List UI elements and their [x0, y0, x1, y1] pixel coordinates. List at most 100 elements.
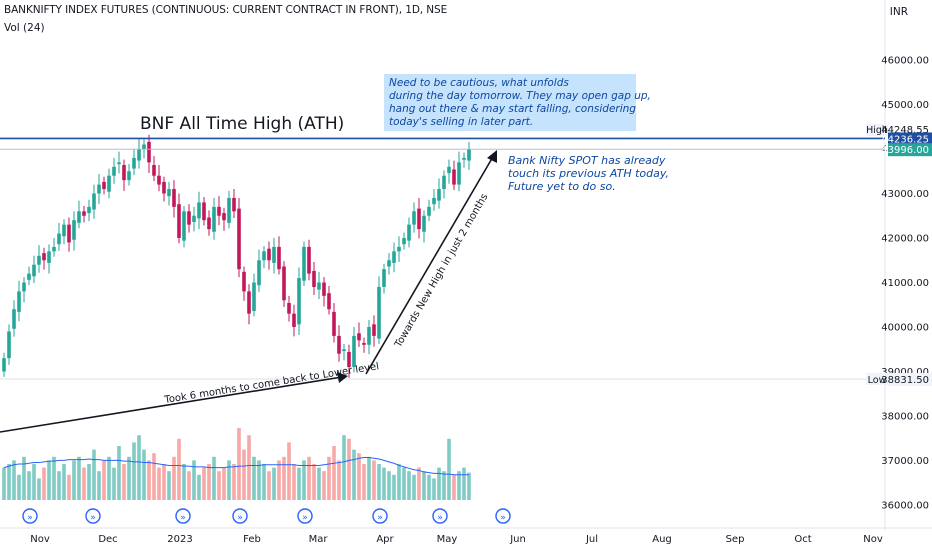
- event-marker-icon: [297, 508, 313, 524]
- ath-price-value: 44236.25: [881, 134, 929, 145]
- candle-body: [172, 189, 176, 207]
- volume-bar: [322, 471, 326, 500]
- volume-bar: [272, 467, 276, 500]
- volume-bar: [42, 467, 46, 500]
- volume-bar: [112, 467, 116, 500]
- price-tick-label: 36000.00: [881, 501, 929, 512]
- volume-bar: [82, 467, 86, 500]
- time-tick-label: Nov: [30, 534, 50, 545]
- candle-body: [367, 327, 371, 345]
- volume-bar: [197, 474, 201, 500]
- candle-body: [362, 343, 366, 345]
- high-label: High: [866, 125, 888, 136]
- candle-body: [457, 162, 461, 185]
- candle-body: [57, 233, 61, 245]
- volume-bar: [32, 464, 36, 500]
- volume-bar: [162, 464, 166, 500]
- candle-body: [182, 211, 186, 241]
- candle-body: [247, 291, 251, 314]
- volume-bar: [102, 460, 106, 500]
- volume-bar: [277, 460, 281, 500]
- candle-body: [252, 282, 256, 311]
- candle-body: [452, 169, 456, 185]
- volume-bar: [67, 474, 71, 500]
- candle-body: [217, 206, 221, 216]
- volume-bar: [62, 464, 66, 500]
- volume-bar: [372, 460, 376, 500]
- candle-body: [222, 213, 226, 221]
- candle-body: [187, 211, 191, 225]
- volume-bar: [357, 453, 361, 500]
- candle-body: [377, 286, 381, 339]
- candle-body: [52, 246, 56, 252]
- event-marker-icon: [432, 508, 448, 524]
- volume-bar: [387, 471, 391, 500]
- volume-bar: [202, 467, 206, 500]
- price-tick-label: 39000.00: [881, 367, 929, 378]
- volume-bar: [432, 478, 436, 500]
- volume-bar: [287, 442, 291, 500]
- spot-note-line: Bank Nifty SPOT has already: [508, 154, 666, 167]
- candle-body: [32, 264, 36, 277]
- event-marker-icon: [495, 508, 511, 524]
- candle-body: [442, 175, 446, 190]
- candle-body: [292, 313, 296, 327]
- volume-bar: [312, 464, 316, 500]
- high-value: 44248.55: [881, 125, 929, 136]
- volume-bar: [392, 474, 396, 500]
- candle-body: [72, 220, 76, 240]
- currency-label: INR: [889, 6, 908, 18]
- candle-body: [267, 248, 271, 261]
- volume-bar: [402, 467, 406, 500]
- price-tick-label: 46000.00: [881, 56, 929, 67]
- volume-bar: [57, 471, 61, 500]
- volume-bar: [142, 449, 146, 500]
- ath-price-badge: [888, 132, 932, 146]
- volume-bar: [242, 449, 246, 500]
- candle-body: [397, 246, 401, 252]
- volume-bar: [327, 456, 331, 500]
- volume-bar: [227, 460, 231, 500]
- candle-body: [417, 208, 421, 230]
- candle-body: [232, 197, 236, 212]
- two-month-label: Towards New High in just 2 months: [393, 192, 491, 350]
- candle-body: [122, 165, 126, 181]
- candle-body: [257, 260, 261, 286]
- volume-bar: [252, 456, 256, 500]
- price-tick-label: 45000.00: [881, 100, 929, 111]
- candle-body: [67, 224, 71, 243]
- volume-bar: [7, 464, 11, 500]
- volume-bar: [457, 471, 461, 500]
- volume-bar: [152, 453, 156, 500]
- candle-body: [392, 251, 396, 263]
- volume-bar: [182, 464, 186, 500]
- volume-bar: [187, 471, 191, 500]
- candle-body: [242, 271, 246, 292]
- candle-body: [262, 251, 266, 261]
- volume-bar: [72, 460, 76, 500]
- candle-body: [332, 311, 336, 336]
- volume-bar: [317, 467, 321, 500]
- volume-bar: [207, 464, 211, 500]
- candle-body: [327, 293, 331, 310]
- candle-body: [7, 331, 11, 359]
- low-label-bg: [866, 372, 888, 385]
- candle-body: [447, 166, 451, 174]
- candle-body: [372, 324, 376, 336]
- candle-body: [132, 157, 136, 169]
- event-marker-icon: [85, 508, 101, 524]
- volume-bar: [167, 471, 171, 500]
- candle-body: [307, 246, 311, 274]
- volume-bar: [157, 467, 161, 500]
- volume-bar: [132, 442, 136, 500]
- volume-indicator-label: Vol (24): [4, 22, 45, 34]
- volume-bar: [412, 474, 416, 500]
- candle-body: [317, 282, 321, 290]
- event-marker-icon: [372, 508, 388, 524]
- low-price-value: 38831.50: [881, 375, 929, 386]
- volume-bar: [417, 467, 421, 500]
- candle-body: [297, 278, 301, 325]
- event-marker-glyph: »: [90, 513, 96, 523]
